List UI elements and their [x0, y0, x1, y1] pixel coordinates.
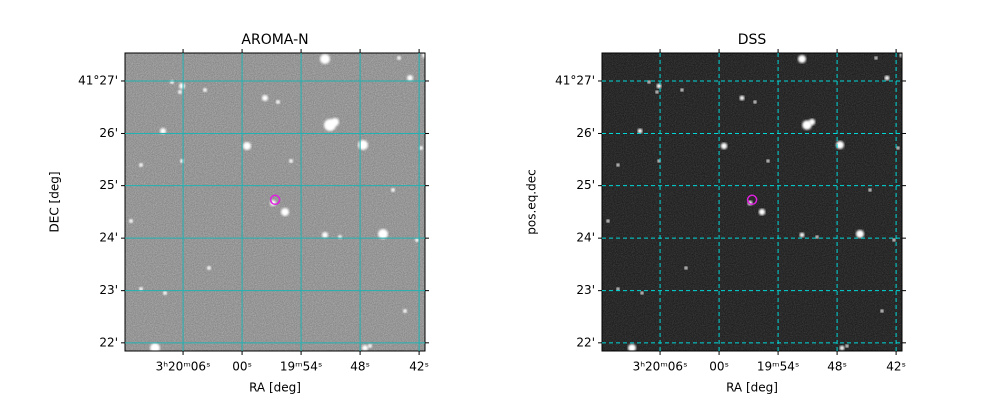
star [407, 75, 413, 81]
star [856, 230, 864, 238]
star [368, 344, 372, 348]
frame [601, 52, 903, 352]
star [640, 291, 644, 295]
star [845, 344, 849, 348]
star [892, 238, 896, 242]
star [276, 100, 280, 104]
image-panel [601, 52, 905, 352]
star [836, 141, 844, 149]
x-tick-label: 3ʰ20ᵐ06ˢ [156, 360, 211, 374]
star [637, 128, 643, 134]
y-tick-label: 24' [99, 231, 118, 245]
star [179, 83, 185, 89]
star [758, 208, 766, 216]
target-marker [269, 194, 281, 206]
star [815, 235, 819, 239]
star [207, 266, 211, 270]
star [684, 266, 688, 270]
star [880, 309, 884, 313]
star [896, 146, 900, 150]
star [397, 56, 401, 60]
star [322, 232, 328, 238]
x-axis-label: RA [deg] [726, 381, 778, 395]
star [799, 232, 805, 238]
target-marker [746, 194, 758, 206]
star [203, 88, 207, 92]
star [606, 219, 610, 223]
star [419, 146, 423, 150]
x-tick-label: 3ʰ20ᵐ06ˢ [633, 360, 688, 374]
star [289, 159, 293, 163]
star [163, 291, 167, 295]
x-tick-label: 42ˢ [409, 360, 429, 374]
x-axis-label: RA [deg] [249, 381, 301, 395]
star [839, 345, 845, 351]
y-axis-label: DEC [deg] [48, 172, 62, 233]
x-tick-label: 19ᵐ54ˢ [280, 360, 323, 374]
star [647, 80, 651, 84]
star [281, 208, 289, 216]
x-tick-label: 48ˢ [350, 360, 370, 374]
y-tick-label: 23' [576, 283, 595, 297]
star [362, 345, 368, 351]
y-tick-label: 23' [99, 283, 118, 297]
x-tick-label: 19ᵐ54ˢ [757, 360, 800, 374]
star [808, 118, 816, 126]
y-tick-label: 26' [576, 126, 595, 140]
star [139, 287, 143, 291]
star [720, 142, 728, 150]
star [331, 118, 339, 126]
star [262, 95, 268, 101]
star [378, 229, 388, 239]
star [884, 75, 890, 81]
star [160, 128, 166, 134]
star [320, 54, 330, 64]
star [616, 287, 620, 291]
star [243, 142, 251, 150]
star [680, 88, 684, 92]
image-panel [124, 52, 428, 353]
star [798, 55, 806, 63]
y-tick-label: 41°27' [78, 73, 118, 87]
star [415, 238, 419, 242]
y-tick-label: 25' [99, 178, 118, 192]
x-tick-label: 00ˢ [232, 360, 252, 374]
star [616, 163, 620, 167]
panel-title: DSS [738, 32, 767, 48]
x-tick-label: 00ˢ [709, 360, 729, 374]
panel-title: AROMA-N [241, 32, 308, 48]
y-tick-label: 41°27' [555, 73, 595, 87]
frame [124, 52, 426, 352]
y-tick-label: 24' [576, 231, 595, 245]
star [129, 219, 133, 223]
star [358, 140, 368, 150]
star [391, 188, 395, 192]
y-tick-label: 22' [576, 335, 595, 349]
star [766, 159, 770, 163]
star [403, 309, 407, 313]
x-tick-label: 48ˢ [827, 360, 847, 374]
star [628, 344, 636, 352]
x-tick-label: 42ˢ [886, 360, 906, 374]
star [178, 90, 182, 94]
y-tick-label: 25' [576, 178, 595, 192]
star [655, 90, 659, 94]
star [739, 95, 745, 101]
y-axis-label: pos.eq.dec [525, 169, 539, 234]
star [874, 56, 878, 60]
star [868, 188, 872, 192]
y-tick-label: 26' [99, 126, 118, 140]
y-tick-label: 22' [99, 335, 118, 349]
star [656, 83, 662, 89]
star [753, 100, 757, 104]
star [139, 163, 143, 167]
